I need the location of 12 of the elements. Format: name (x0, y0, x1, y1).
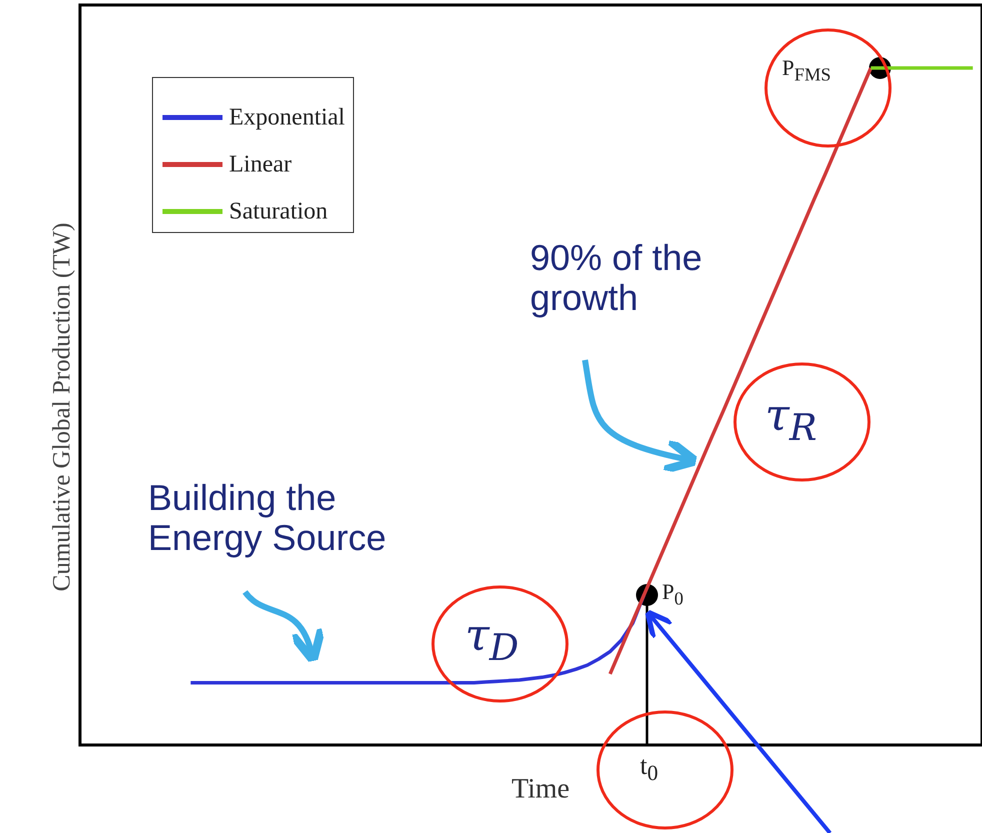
legend-label: Saturation (229, 198, 328, 224)
text: t$_{0}$ (640, 751, 658, 786)
annotation: P$_{0}$ (662, 579, 684, 609)
annotation: 90% of the growth (530, 237, 704, 318)
legend-label: Linear (229, 152, 292, 178)
x-axis-title: Time (511, 774, 570, 804)
annotation: Building the Energy Source (148, 477, 388, 558)
annotation: τ$_{R}$ (765, 390, 817, 449)
annotation: τ$_{D}$ (465, 610, 519, 669)
y-axis-title: Cumulative Global Production (TW) (48, 222, 76, 592)
annotation: P$_{FMS}$ (782, 55, 831, 85)
legend-label: Exponential (229, 104, 346, 130)
